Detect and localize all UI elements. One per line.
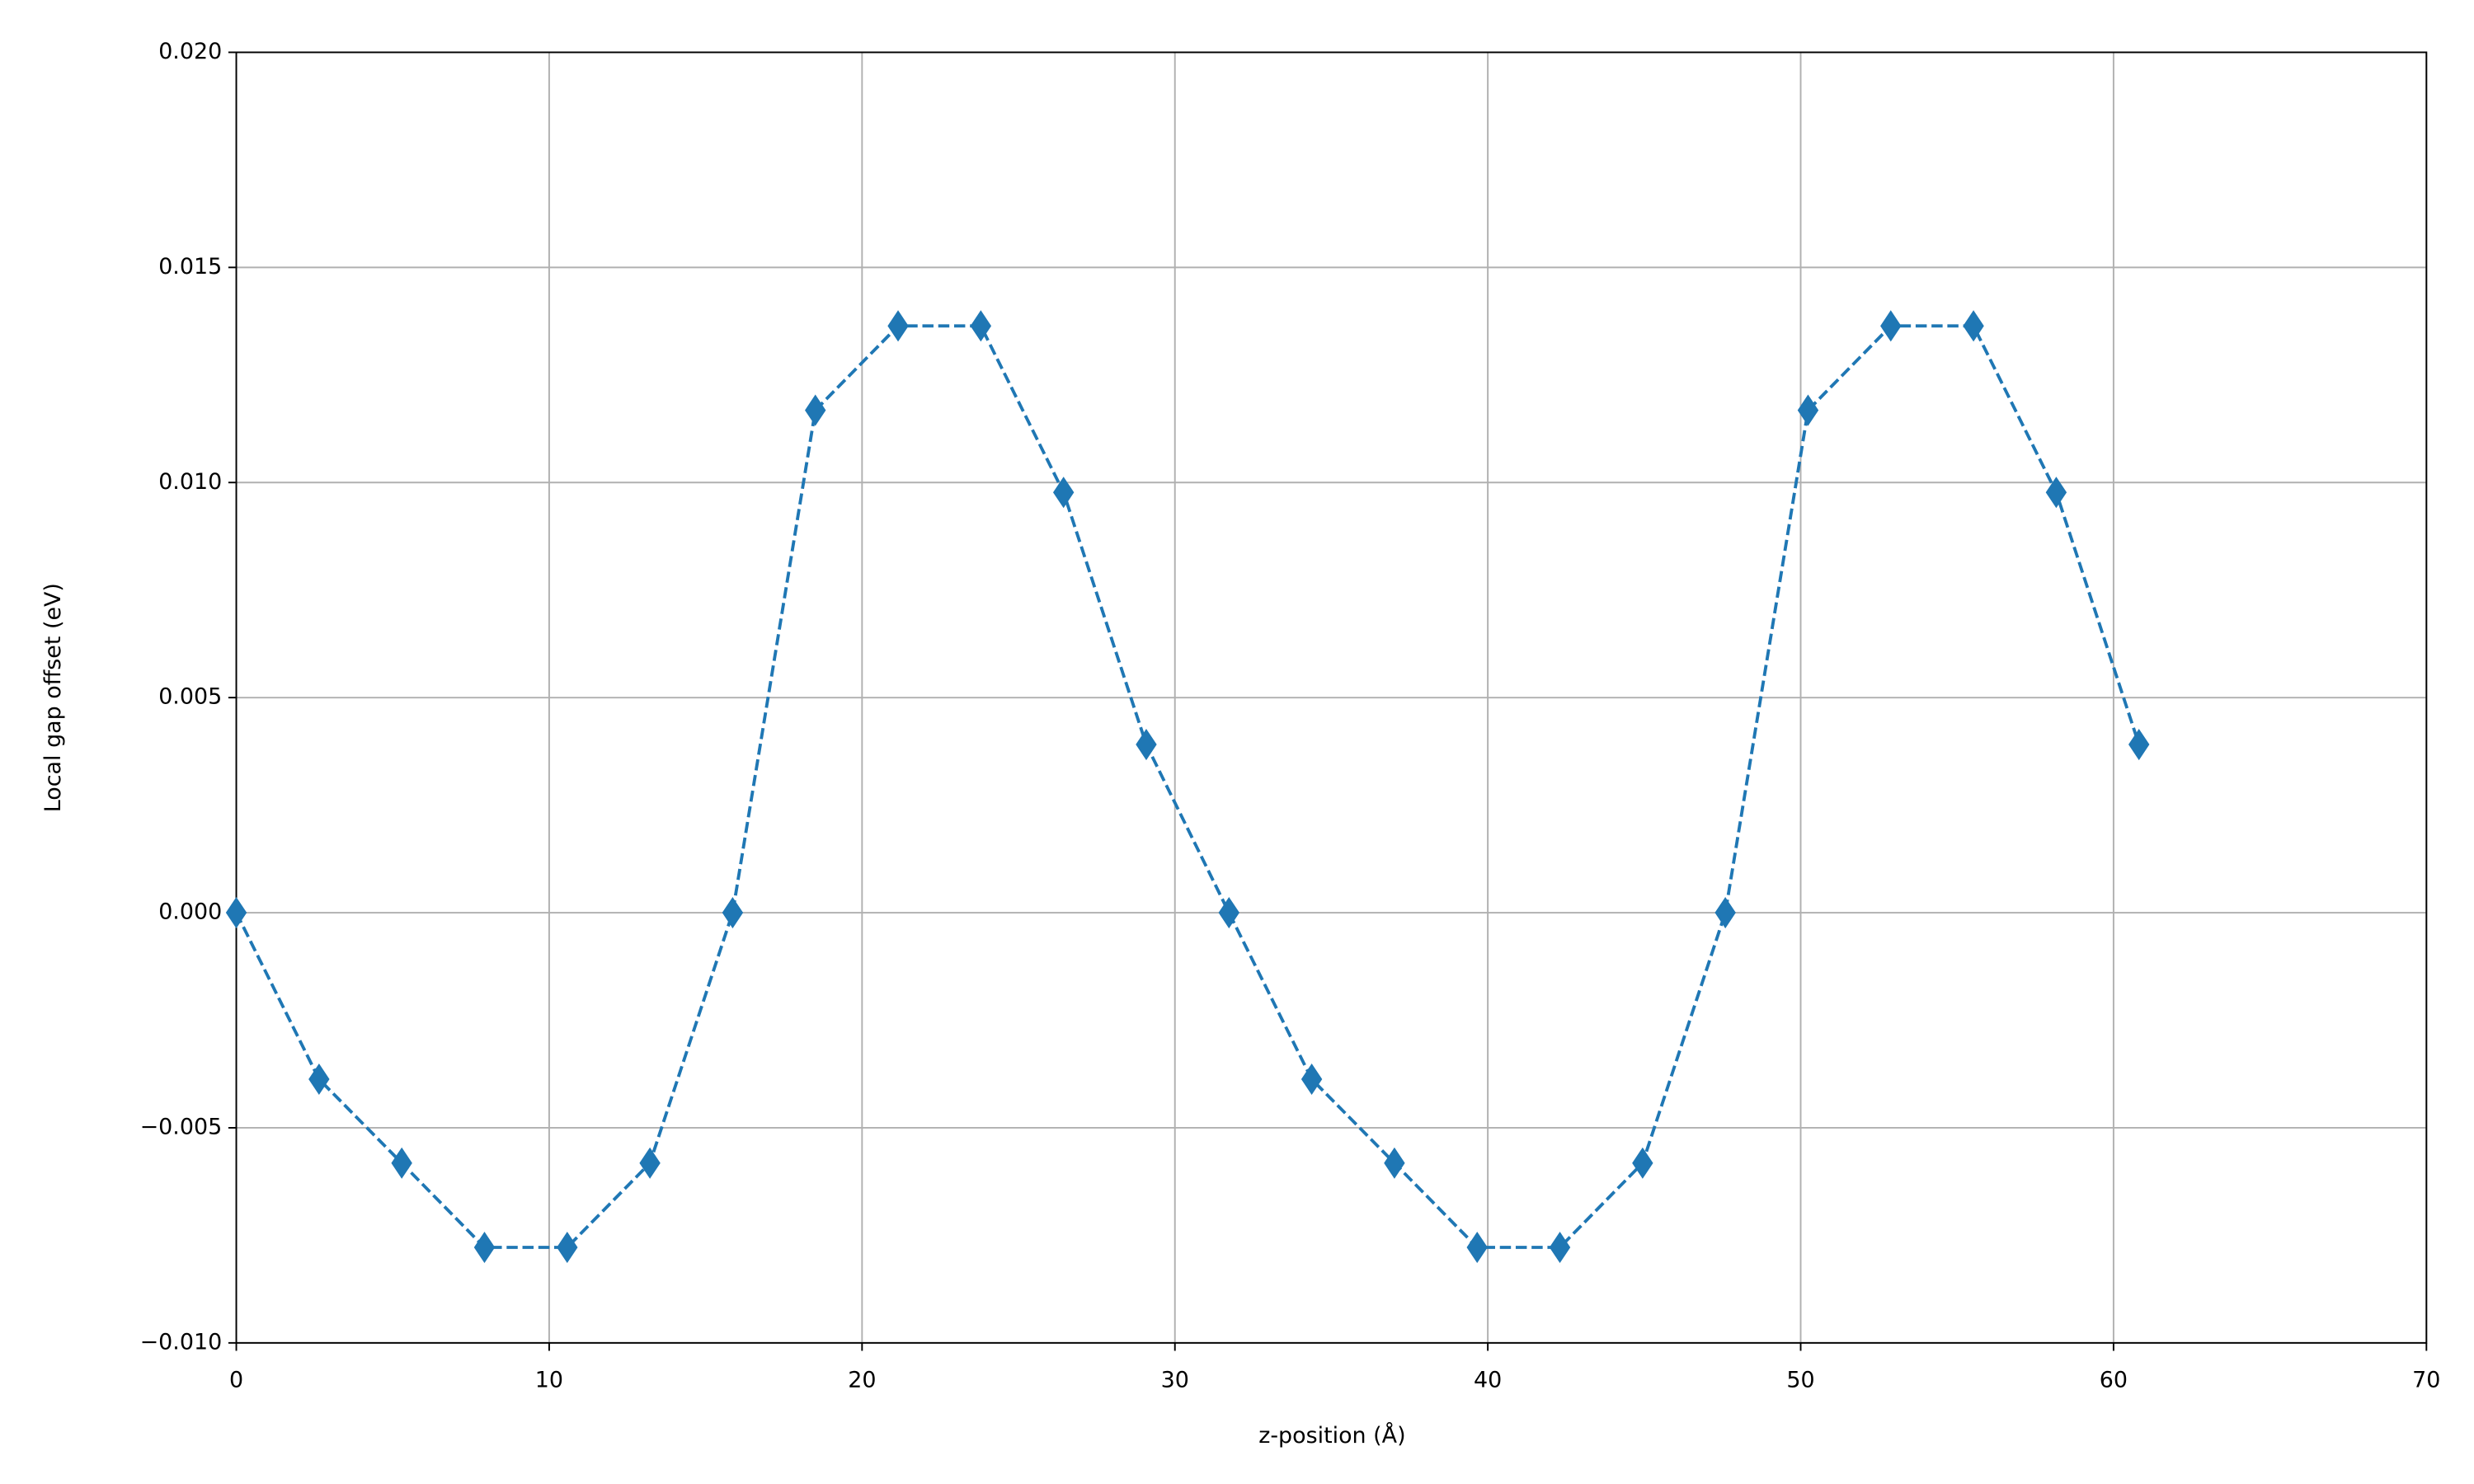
data-point — [1714, 897, 1736, 929]
data-point — [308, 1063, 330, 1096]
data-point — [1797, 394, 1819, 426]
x-tick-label: 70 — [2412, 1368, 2440, 1393]
data-point — [639, 1147, 661, 1179]
data-point — [1052, 477, 1075, 509]
x-axis-label: z-position (Å) — [1258, 1422, 1405, 1449]
data-line — [234, 324, 2141, 1249]
data-point — [1300, 1063, 1323, 1096]
data-point — [722, 897, 744, 929]
data-point — [1549, 1231, 1571, 1264]
y-tick-label: 0.000 — [158, 899, 222, 925]
data-point — [805, 394, 826, 426]
x-tick-label: 20 — [848, 1368, 876, 1393]
data-point — [225, 897, 247, 929]
data-point — [1218, 897, 1239, 929]
data-point — [1466, 1231, 1488, 1264]
data-point — [1632, 1147, 1653, 1179]
x-tick-label: 40 — [1474, 1368, 1502, 1393]
data-point — [2128, 728, 2150, 761]
data-point — [2045, 477, 2067, 509]
data-point — [557, 1231, 578, 1264]
y-axis-label: Local gap offset (eV) — [40, 583, 66, 812]
data-point — [970, 310, 992, 342]
x-tick-label: 0 — [229, 1368, 243, 1393]
x-tick-label: 10 — [535, 1368, 563, 1393]
y-tick-label: 0.020 — [158, 39, 222, 64]
y-tick-label: 0.005 — [158, 684, 222, 710]
y-tick-label: 0.010 — [158, 469, 222, 495]
plot-frame — [235, 51, 2428, 1344]
y-tick-label: −0.005 — [140, 1114, 223, 1139]
x-tick-label: 60 — [2100, 1368, 2128, 1393]
data-point — [1384, 1147, 1405, 1179]
y-tick-label: −0.010 — [140, 1329, 223, 1355]
x-tick-label: 30 — [1161, 1368, 1189, 1393]
data-point — [1136, 728, 1157, 761]
data-point — [1963, 310, 1984, 342]
data-point — [473, 1231, 496, 1264]
data-point — [391, 1147, 412, 1179]
data-point — [1880, 310, 1902, 342]
data-point — [887, 310, 909, 342]
x-tick-label: 50 — [1786, 1368, 1814, 1393]
y-tick-label: 0.015 — [158, 254, 222, 279]
